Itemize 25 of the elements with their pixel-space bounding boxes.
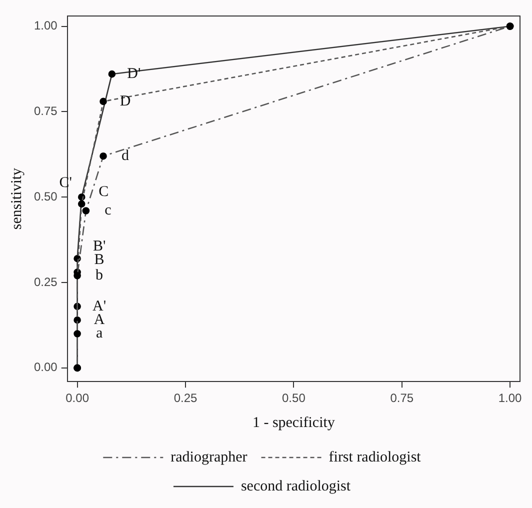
y-tick-label: 1.00 (34, 18, 58, 33)
legend-label: radiographer (170, 449, 248, 466)
legend-label: first radiologist (328, 449, 422, 466)
x-tick-label: 1.00 (498, 391, 522, 406)
annotation: d (122, 148, 130, 164)
y-tick-label: 0.00 (34, 360, 58, 374)
annotation: C (98, 184, 109, 200)
y-tick-label: 0.50 (34, 189, 58, 204)
annotation: B (94, 252, 104, 268)
annotation: A (94, 312, 105, 328)
x-tick-label: 0.75 (390, 391, 414, 406)
x-axis-title: 1 - specificity (252, 414, 336, 431)
annotation: A' (92, 298, 106, 314)
y-axis-title: sensitivity (8, 167, 25, 230)
y-tick-label: 0.75 (34, 104, 58, 118)
x-tick-label: 0.50 (282, 391, 306, 406)
annotation: b (96, 268, 104, 284)
legend-label: second radiologist (240, 478, 352, 494)
annotation: c (104, 202, 112, 219)
annotation: D (120, 93, 131, 110)
x-tick-label: 0.00 (66, 391, 90, 406)
annotation: a (96, 326, 103, 342)
x-tick-label: 0.25 (174, 391, 198, 406)
annotation: B' (92, 238, 106, 255)
y-tick-label: 0.25 (34, 274, 58, 289)
